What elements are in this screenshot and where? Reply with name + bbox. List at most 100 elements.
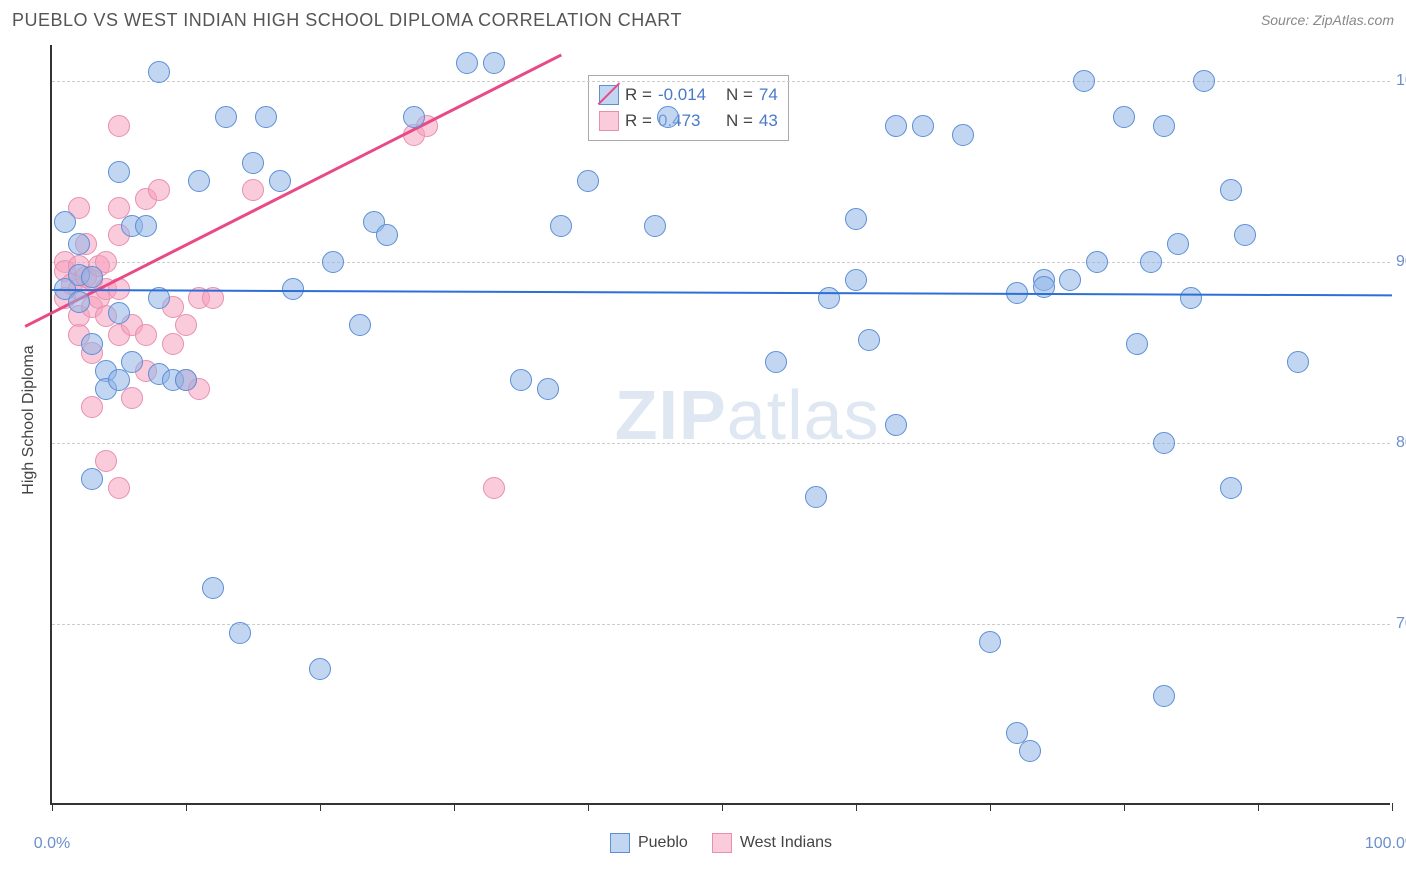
correlation-legend: R =-0.014N =74R = 0.473N =43 <box>588 75 789 141</box>
x-tick <box>856 803 857 811</box>
pueblo-point <box>845 208 867 230</box>
westindians-point <box>175 314 197 336</box>
westindians-point <box>148 179 170 201</box>
pueblo-point <box>885 414 907 436</box>
pueblo-point <box>1153 115 1175 137</box>
legend-stat-row: R = 0.473N =43 <box>599 108 778 134</box>
pueblo-point <box>148 61 170 83</box>
pueblo-point <box>403 106 425 128</box>
x-tick <box>588 803 589 811</box>
legend-label-pueblo: Pueblo <box>638 834 688 852</box>
pueblo-point <box>215 106 237 128</box>
pueblo-point <box>121 351 143 373</box>
pueblo-point <box>858 329 880 351</box>
watermark-bold: ZIP <box>615 376 727 454</box>
r-value: -0.014 <box>658 85 720 105</box>
pueblo-point <box>1220 477 1242 499</box>
pueblo-point <box>1140 251 1162 273</box>
x-tick <box>1258 803 1259 811</box>
watermark-rest: atlas <box>727 376 880 454</box>
westindians-point <box>95 450 117 472</box>
pueblo-point <box>510 369 532 391</box>
pueblo-point <box>1153 432 1175 454</box>
pueblo-point <box>979 631 1001 653</box>
y-tick-label: 70.0% <box>1396 615 1406 633</box>
y-tick-label: 80.0% <box>1396 434 1406 452</box>
gridline <box>52 443 1390 444</box>
pueblo-point <box>68 291 90 313</box>
pueblo-point <box>644 215 666 237</box>
x-label-left: 0.0% <box>34 835 70 853</box>
pueblo-point <box>54 211 76 233</box>
legend-swatch-icon <box>599 111 619 131</box>
pueblo-point <box>577 170 599 192</box>
westindians-point <box>121 387 143 409</box>
pueblo-point <box>1234 224 1256 246</box>
pueblo-point <box>1059 269 1081 291</box>
source-label: Source: ZipAtlas.com <box>1261 12 1394 28</box>
westindians-point <box>242 179 264 201</box>
x-tick <box>52 803 53 811</box>
pueblo-point <box>81 333 103 355</box>
x-tick <box>722 803 723 811</box>
legend-item-pueblo: Pueblo <box>610 833 688 853</box>
x-label-right: 100.0% <box>1365 835 1406 853</box>
pueblo-point <box>1086 251 1108 273</box>
y-tick-label: 90.0% <box>1396 253 1406 271</box>
y-axis-title: High School Diploma <box>20 345 38 494</box>
pueblo-point <box>188 170 210 192</box>
westindians-point <box>483 477 505 499</box>
y-tick-label: 100.0% <box>1396 72 1406 90</box>
pueblo-point <box>550 215 572 237</box>
pueblo-point <box>483 52 505 74</box>
westindians-point <box>81 396 103 418</box>
pueblo-point <box>1220 179 1242 201</box>
pueblo-point <box>81 468 103 490</box>
pueblo-point <box>202 577 224 599</box>
pueblo-point <box>68 233 90 255</box>
x-tick <box>186 803 187 811</box>
chart-title: PUEBLO VS WEST INDIAN HIGH SCHOOL DIPLOM… <box>12 10 682 30</box>
gridline <box>52 624 1390 625</box>
x-tick <box>990 803 991 811</box>
pueblo-point <box>309 658 331 680</box>
pueblo-point <box>1126 333 1148 355</box>
legend-stat-row: R =-0.014N =74 <box>599 82 778 108</box>
pueblo-point <box>765 351 787 373</box>
n-label: N = <box>726 111 753 131</box>
pueblo-point <box>108 161 130 183</box>
pueblo-point <box>175 369 197 391</box>
pueblo-point <box>242 152 264 174</box>
pueblo-point <box>108 302 130 324</box>
pueblo-point <box>376 224 398 246</box>
pueblo-point <box>952 124 974 146</box>
pueblo-point <box>805 486 827 508</box>
pueblo-point <box>456 52 478 74</box>
gridline <box>52 262 1390 263</box>
pueblo-point <box>657 106 679 128</box>
legend-item-westindians: West Indians <box>712 833 832 853</box>
x-tick <box>320 803 321 811</box>
pueblo-point <box>1193 70 1215 92</box>
x-tick <box>1392 803 1393 811</box>
pueblo-point <box>229 622 251 644</box>
legend-swatch-icon <box>599 85 619 105</box>
gridline <box>52 81 1390 82</box>
chart-header: PUEBLO VS WEST INDIAN HIGH SCHOOL DIPLOM… <box>12 10 1394 40</box>
pueblo-point <box>108 369 130 391</box>
pueblo-point <box>1167 233 1189 255</box>
pueblo-point <box>1073 70 1095 92</box>
pueblo-point <box>1113 106 1135 128</box>
pueblo-point <box>135 215 157 237</box>
pueblo-point <box>255 106 277 128</box>
pueblo-point <box>1153 685 1175 707</box>
westindians-swatch-icon <box>712 833 732 853</box>
westindians-point <box>162 333 184 355</box>
westindians-point <box>108 115 130 137</box>
scatter-plot: ZIPatlas R =-0.014N =74R = 0.473N =43 Pu… <box>50 45 1390 805</box>
westindians-point <box>135 324 157 346</box>
pueblo-point <box>322 251 344 273</box>
pueblo-point <box>1180 287 1202 309</box>
pueblo-point <box>1019 740 1041 762</box>
pueblo-point <box>269 170 291 192</box>
